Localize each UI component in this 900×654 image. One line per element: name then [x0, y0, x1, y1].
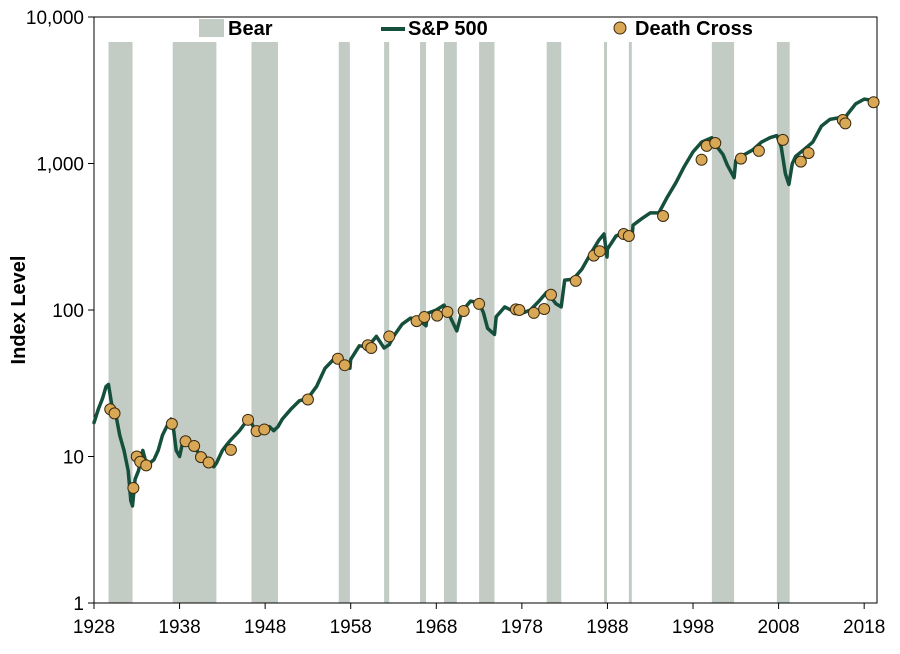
death-cross-point: [657, 210, 670, 223]
bear-market-band: [776, 42, 790, 603]
x-tick-label: 1998: [672, 617, 714, 638]
y-tick-label: 10,000: [26, 8, 84, 29]
bear-market-band: [628, 42, 632, 603]
x-tick-label: 1988: [586, 617, 628, 638]
death-cross-point: [457, 304, 470, 317]
bear-market-bands: [108, 42, 790, 603]
death-cross-point: [776, 133, 789, 146]
death-cross-point: [108, 407, 121, 420]
bear-market-band: [384, 42, 390, 603]
death-cross-point: [752, 144, 765, 157]
death-cross-point: [383, 330, 396, 343]
x-tick-label: 1938: [158, 617, 200, 638]
death-cross-markers: [104, 96, 880, 494]
y-tick-label: 100: [52, 301, 84, 322]
legend: Bear S&P 500 Death Cross: [199, 18, 753, 40]
death-cross-point: [188, 439, 201, 452]
death-cross-point: [544, 288, 557, 301]
death-cross-point: [418, 311, 431, 324]
death-cross-point: [569, 274, 582, 287]
ticks: 1928 1938 1948 1958 1968 1978 1988 1998 2008 2018…: [26, 8, 885, 638]
bear-market-band: [108, 42, 133, 603]
bear-market-band: [251, 42, 278, 603]
bear-market-band: [604, 42, 608, 603]
x-tick-label: 1978: [501, 617, 543, 638]
bear-market-band: [338, 42, 350, 603]
death-cross-point: [593, 245, 606, 258]
legend-bear-swatch: [199, 19, 224, 37]
death-cross-point: [622, 229, 635, 242]
death-cross-point: [202, 456, 215, 469]
death-cross-point: [709, 137, 722, 150]
x-tick-label: 1958: [330, 617, 372, 638]
bear-market-band: [443, 42, 457, 603]
death-cross-point: [338, 359, 351, 372]
bear-market-band: [546, 42, 562, 603]
death-cross-point: [242, 413, 255, 426]
x-tick-label: 1928: [73, 617, 115, 638]
death-cross-point: [538, 303, 551, 316]
death-cross-point: [802, 146, 815, 159]
death-cross-point: [527, 306, 540, 319]
bear-market-band: [711, 42, 735, 603]
death-cross-point: [734, 152, 747, 165]
x-tick-label: 2018: [843, 617, 885, 638]
death-cross-point: [513, 304, 526, 316]
death-cross-point: [695, 153, 708, 166]
x-tick-label: 2008: [757, 617, 799, 638]
bear-market-band: [172, 42, 217, 603]
death-cross-point: [165, 417, 178, 430]
death-cross-point: [301, 393, 314, 406]
y-tick-label: 1: [73, 594, 84, 615]
legend-sp500-label: S&P 500: [408, 18, 488, 40]
legend-bear-label: Bear: [228, 18, 273, 40]
y-tick-label: 10: [63, 448, 84, 469]
death-cross-point: [431, 309, 444, 322]
death-cross-point: [794, 155, 807, 168]
y-tick-label: 1,000: [36, 155, 84, 176]
legend-death-cross-swatch: [613, 21, 627, 35]
death-cross-point: [473, 297, 486, 310]
death-cross-point: [127, 481, 140, 494]
death-cross-point: [365, 342, 378, 355]
death-cross-point: [140, 459, 153, 472]
legend-death-cross-label: Death Cross: [635, 18, 753, 40]
x-tick-label: 1968: [415, 617, 457, 638]
x-tick-label: 1948: [244, 617, 286, 638]
death-cross-point: [441, 305, 454, 318]
y-axis-label: Index Level: [8, 256, 30, 365]
death-cross-point: [258, 423, 271, 436]
death-cross-point: [839, 117, 852, 130]
death-cross-point: [867, 96, 880, 109]
death-cross-point: [224, 443, 237, 456]
